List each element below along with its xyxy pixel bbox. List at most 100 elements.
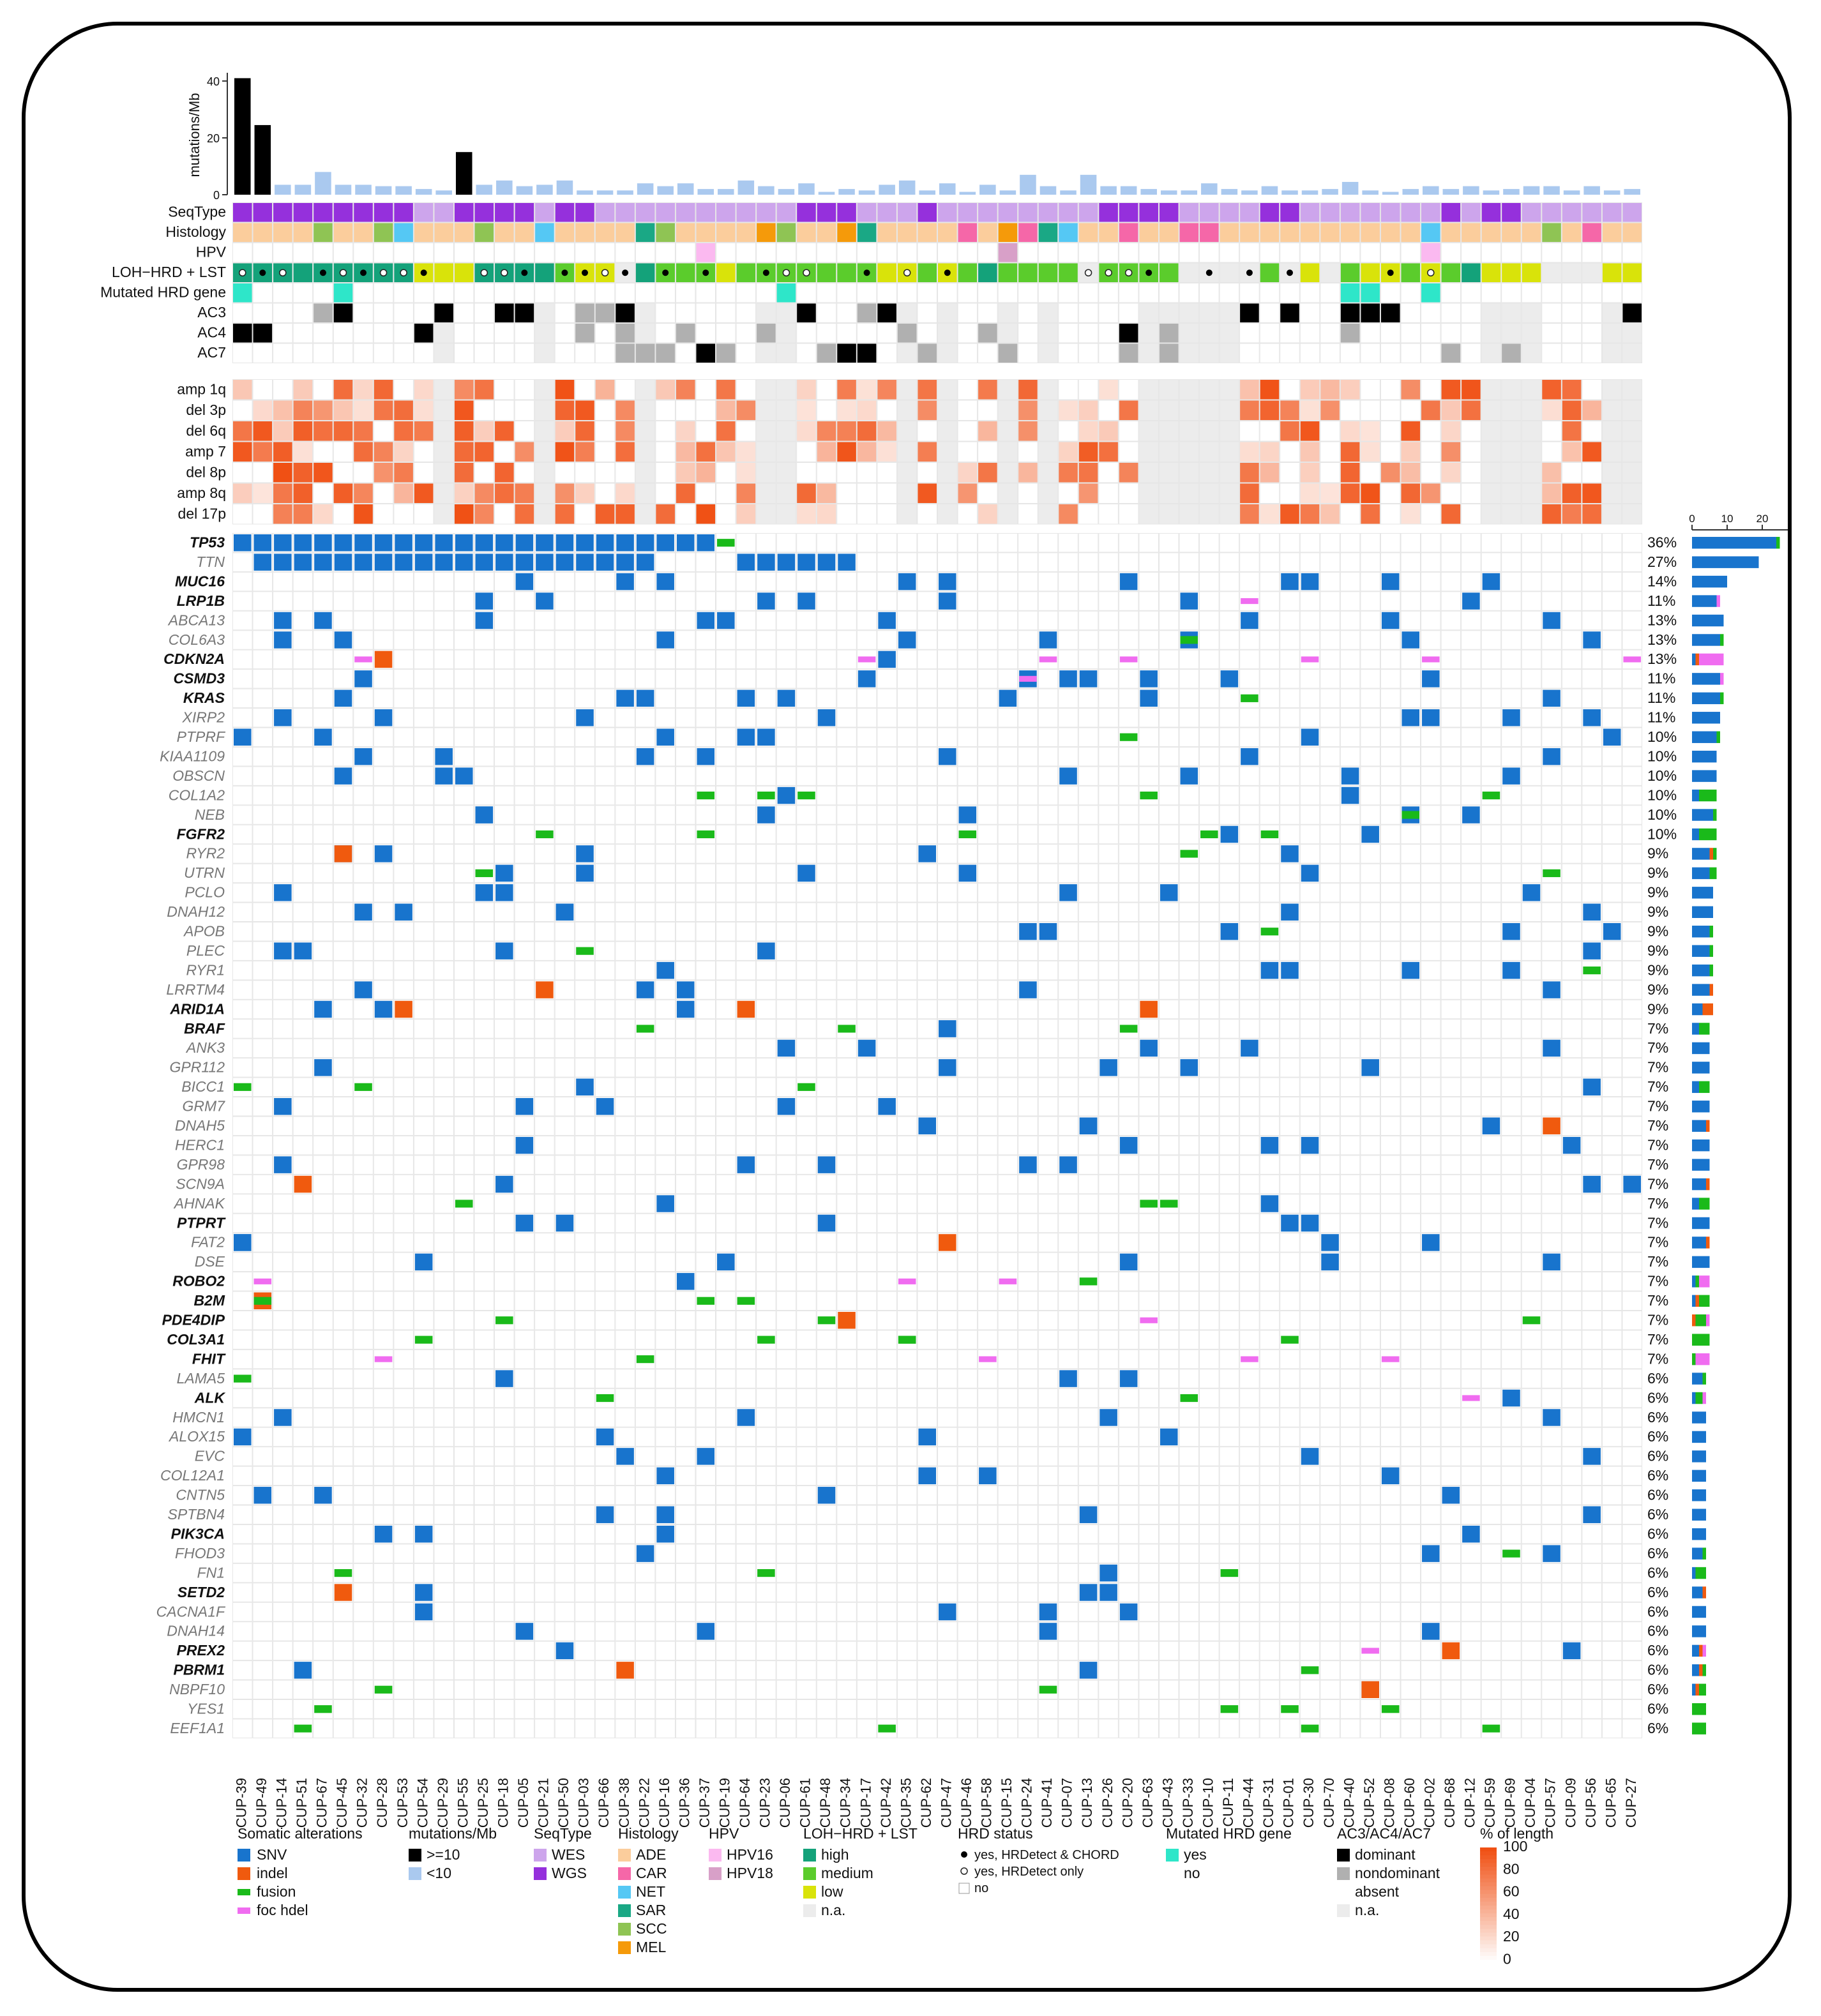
gene-cell [434,863,454,884]
snv-mark [817,553,836,571]
gene-cell [1461,766,1481,786]
snv-mark [274,534,292,552]
annotation-cell [1400,202,1421,223]
gene-cell [1239,824,1260,845]
gene-cell [1199,1213,1220,1233]
snv-mark [334,553,352,571]
gene-cell [655,746,676,767]
gene-cell [1622,980,1642,1000]
annotation-cell [716,283,736,303]
gene-cell [534,1058,555,1078]
gene-cell [594,746,616,767]
snv-mark [777,553,796,571]
gene-cell [453,1447,474,1466]
gene-cell [413,1447,434,1466]
cna-cell [1561,441,1582,462]
gene-percent: 6% [1647,1409,1668,1425]
gene-cell [917,1408,938,1427]
gene-cell [1501,1330,1522,1350]
cna-cell [978,379,998,400]
fusion-mark [1140,791,1158,800]
gene-cell [1501,1408,1522,1427]
gene-label: EVC [195,1448,225,1464]
side-bar-snv [1692,1198,1699,1210]
gene-cell [1179,883,1200,903]
gene-cell [393,1019,414,1039]
gene-cell [917,727,938,747]
gene-cell [313,630,333,650]
side-bar-snv [1692,926,1710,938]
gene-cell [1601,571,1622,592]
gene-cell [1541,902,1562,922]
gene-cell [1259,980,1280,1000]
tmb-bar [798,183,815,195]
gene-cell [494,785,515,806]
gene-cell [1058,1330,1078,1350]
gene-cell [1199,610,1220,631]
gene-cell [917,1233,938,1252]
snv-mark [1502,709,1520,726]
snv-mark [1583,903,1601,921]
gene-cell [1521,708,1542,728]
gene-cell [716,727,736,747]
snv-mark [1119,1370,1138,1387]
gene-cell [1038,1077,1059,1097]
cna-cell [655,421,676,442]
annotation-cell [836,243,857,263]
gene-cell [1582,805,1602,825]
annotation-cell [594,323,616,343]
side-bar-snv [1692,1178,1706,1191]
side-bar-snv [1692,1217,1710,1230]
gene-cell [1259,1330,1280,1350]
gene-cell [1521,746,1542,767]
annotation-cell [1199,202,1220,223]
gene-cell [1280,1291,1300,1311]
annotation-cell [1219,343,1240,363]
gene-cell [675,1097,696,1117]
gene-cell [816,649,837,670]
gene-cell [1360,533,1380,553]
gene-cell [1622,1038,1642,1058]
gene-cell [1239,844,1260,864]
gene-cell [575,824,595,845]
gene-cell [1098,960,1119,981]
annotation-cell [615,222,635,243]
gene-cell [615,766,635,786]
gene-cell [796,1097,817,1117]
gene-cell [1280,1408,1300,1427]
cna-cell [333,462,354,483]
gene-cell [1179,1135,1200,1155]
fusion-mark [1281,1335,1299,1344]
cna-cell [1561,504,1582,525]
cna-cell [1340,421,1361,442]
gene-cell [615,960,635,981]
gene-cell [1481,727,1502,747]
gene-cell [554,708,575,728]
snv-mark [939,592,956,610]
tmb-bar [1543,186,1560,195]
cna-cell [736,504,757,525]
annotation-cell [1421,243,1441,263]
gene-percent: 6% [1647,1428,1668,1445]
gene-cell [1259,1019,1280,1039]
snv-mark [435,767,453,785]
gene-cell [1541,883,1562,903]
gene-cell [333,1408,354,1427]
gene-cell [695,1330,716,1350]
gene-cell [1582,1097,1602,1117]
gene-cell [393,1349,414,1369]
gene-cell [635,883,656,903]
gene-cell [776,922,797,942]
gene-cell [816,883,837,903]
cna-cell [333,504,354,525]
gene-cell [997,1116,1018,1136]
gene-cell [756,1213,776,1233]
gene-cell [1038,1330,1059,1350]
annotation-cell [756,303,776,323]
cna-cell [333,400,354,421]
gene-cell [836,746,857,767]
gene-cell [877,1213,897,1233]
cna-cell [1440,483,1462,504]
gene-cell [776,1155,797,1175]
gene-cell [816,844,837,864]
